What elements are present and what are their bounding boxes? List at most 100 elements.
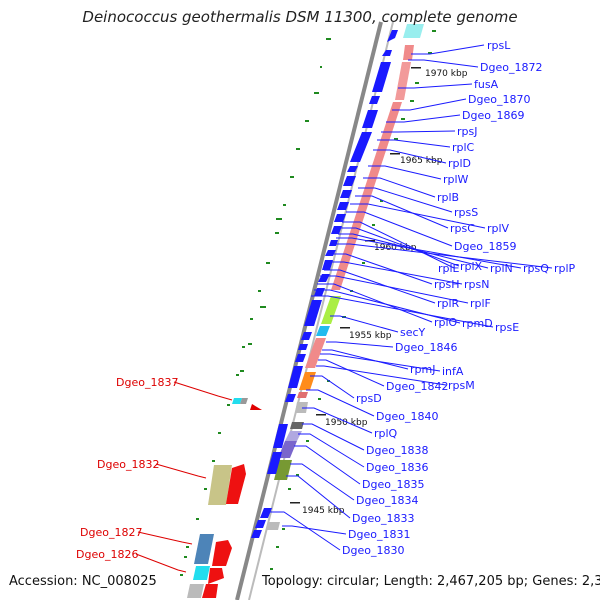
gc-dash — [266, 262, 270, 264]
gene-block-cyan — [232, 398, 242, 404]
gc-dash — [227, 404, 230, 406]
gene-arrow-blue — [255, 520, 266, 528]
gc-dash — [275, 232, 279, 234]
gc-dash — [204, 488, 207, 490]
gene-label: Dgeo_1869 — [462, 109, 524, 122]
leader-line — [324, 269, 436, 304]
gene-label: rpsC — [450, 222, 475, 235]
gene-label: Dgeo_1842 — [386, 380, 448, 393]
gene-arrow-blue — [285, 394, 296, 402]
gene-label: rpsS — [454, 206, 478, 219]
gc-dash — [288, 488, 291, 490]
kbp-label: 1970 kbp — [425, 69, 468, 79]
gc-dash — [306, 440, 309, 442]
gene-label: rpmJ — [410, 363, 435, 376]
gc-dash — [248, 343, 252, 345]
gene-label: Dgeo_1840 — [376, 410, 438, 423]
kbp-tick — [316, 414, 326, 416]
gene-label: Dgeo_1870 — [468, 93, 530, 106]
gene-block-cyan-light — [403, 24, 424, 38]
kbp-label: 1960 kbp — [374, 243, 417, 253]
gene-label-left: Dgeo_1837 — [116, 376, 178, 389]
leader-line — [155, 463, 207, 479]
leader-line — [373, 149, 447, 164]
gc-dash — [362, 262, 365, 264]
gc-dash — [218, 432, 221, 434]
gene-label: rpsE — [495, 321, 519, 334]
gene-lane-blue — [251, 30, 398, 538]
leader-lines-left — [135, 381, 233, 573]
gene-label: rpmD — [462, 317, 493, 330]
gene-label: rplF — [470, 297, 491, 310]
gc-dash — [196, 518, 199, 520]
gene-block-orange — [299, 372, 316, 390]
gene-label: rpsQ — [523, 262, 549, 275]
gc-dash — [276, 218, 282, 220]
leader-line — [326, 341, 394, 348]
gc-dash — [260, 306, 266, 308]
gc-track-dashes — [180, 30, 436, 576]
gc-dash — [282, 528, 285, 530]
gc-dash — [326, 38, 331, 40]
gc-dash — [242, 346, 245, 348]
gene-arrow-blue — [372, 62, 391, 92]
gene-label: Dgeo_1834 — [356, 494, 418, 507]
gene-arrow-blue — [387, 30, 398, 42]
gene-block-purple — [278, 441, 297, 458]
gene-arrow-blue — [301, 332, 312, 340]
gene-arrow-red — [208, 568, 224, 584]
gene-label-left: Dgeo_1832 — [97, 458, 159, 471]
gene-arrow-blue — [347, 166, 358, 172]
kbp-tick — [390, 153, 400, 155]
gene-arrow-red — [202, 584, 218, 598]
leader-line — [358, 187, 453, 213]
gene-arrow-blue — [260, 508, 272, 518]
gc-dash — [283, 204, 286, 206]
gc-dash — [236, 374, 239, 376]
leader-line — [330, 253, 433, 285]
gc-dash — [372, 224, 375, 226]
gene-label: rplO — [434, 316, 458, 329]
gene-label: Dgeo_1838 — [366, 444, 428, 457]
gc-dash — [410, 100, 414, 102]
gc-dash — [180, 574, 183, 576]
leader-line — [314, 289, 461, 324]
gene-label: Dgeo_1831 — [348, 528, 410, 541]
leader-line — [286, 475, 351, 519]
gene-label: Dgeo_1836 — [366, 461, 428, 474]
leader-line — [316, 365, 447, 386]
gene-arrow-blue — [251, 530, 262, 538]
gene-label: Dgeo_1846 — [395, 341, 457, 354]
gene-label: Dgeo_1835 — [362, 478, 424, 491]
gene-arrow-red — [212, 540, 232, 566]
gene-label: rpsH — [434, 278, 460, 291]
leader-line — [294, 445, 361, 485]
gc-dash — [212, 460, 215, 462]
gc-dash — [305, 120, 309, 122]
leader-line — [398, 83, 473, 89]
gene-label: rplR — [437, 297, 460, 310]
leader-line — [363, 177, 436, 198]
gc-dash — [296, 148, 300, 150]
gene-label: secY — [400, 326, 426, 339]
gene-block-olive-light — [208, 465, 232, 505]
gene-block-gray — [240, 398, 248, 404]
kbp-tick — [290, 502, 300, 504]
leader-line — [377, 139, 451, 148]
leader-line — [322, 349, 409, 370]
genome-title: Deinococcus geothermalis DSM 11300, comp… — [82, 8, 518, 26]
gene-label: rplE — [438, 262, 460, 275]
gene-label: rpsD — [356, 392, 382, 405]
gene-label: rplV — [487, 222, 510, 235]
leader-line — [368, 165, 442, 180]
gene-block-cyan — [193, 566, 210, 580]
gene-label: rplX — [460, 260, 483, 273]
leader-line — [381, 130, 456, 133]
gene-label: rpsL — [487, 39, 511, 52]
gene-label: rplC — [452, 141, 475, 154]
gene-arrow-blue — [273, 424, 288, 448]
gene-label: rplB — [437, 191, 459, 204]
leader-line — [320, 275, 469, 304]
gene-arrow-blue — [298, 344, 308, 350]
